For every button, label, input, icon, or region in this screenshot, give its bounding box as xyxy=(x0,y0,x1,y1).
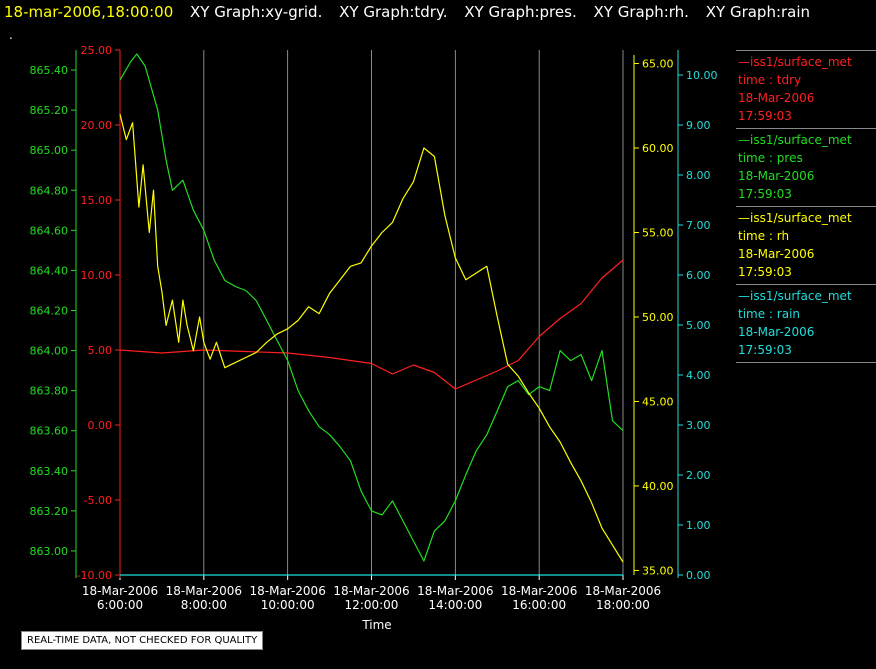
legend-series-label: —iss1/surface_met xyxy=(738,211,852,225)
x-axis-label: Time xyxy=(361,618,391,632)
x-tick-label: 16:00:00 xyxy=(512,598,566,612)
x-tick-label: 18:00:00 xyxy=(596,598,650,612)
y-tick-label-pres: 863.80 xyxy=(30,385,69,398)
y-tick-label-rain: 0.00 xyxy=(686,569,711,582)
y-tick-label-pres: 864.80 xyxy=(30,184,69,197)
y-tick-label-tdry: 0.00 xyxy=(88,419,113,432)
y-tick-label-rh: 65.00 xyxy=(642,58,674,71)
y-tick-label-tdry: 15.00 xyxy=(81,194,113,207)
y-tick-label-tdry: 5.00 xyxy=(88,344,113,357)
plot-title-xy-grid: XY Graph:xy-grid. xyxy=(190,3,323,21)
y-tick-label-pres: 863.20 xyxy=(30,505,69,518)
marker-dot: . xyxy=(9,28,13,42)
y-tick-label-rain: 2.00 xyxy=(686,469,711,482)
legend-series-label: —iss1/surface_met xyxy=(738,55,852,69)
legend-entry-pres: —iss1/surface_met time : pres 18-Mar-200… xyxy=(736,128,876,206)
y-tick-label-rh: 35.00 xyxy=(642,564,674,577)
title-bar: 18-mar-2006,18:00:00 XY Graph:xy-grid. X… xyxy=(4,3,822,25)
legend-date: 18-Mar-2006 xyxy=(738,325,815,339)
y-tick-label-rh: 45.00 xyxy=(642,395,674,408)
y-tick-label-pres: 864.20 xyxy=(30,304,69,317)
y-tick-label-rain: 9.00 xyxy=(686,119,711,132)
legend-time: 17:59:03 xyxy=(738,265,792,279)
legend-entry-tdry: —iss1/surface_met time : tdry 18-Mar-200… xyxy=(736,50,876,128)
y-tick-label-tdry: 25.00 xyxy=(81,44,113,57)
x-tick-label: 12:00:00 xyxy=(345,598,399,612)
x-tick-label: 18-Mar-2006 xyxy=(585,584,661,598)
legend-date: 18-Mar-2006 xyxy=(738,247,815,261)
y-tick-label-tdry: -10.00 xyxy=(77,569,112,582)
y-tick-label-rh: 50.00 xyxy=(642,311,674,324)
y-tick-label-pres: 865.20 xyxy=(30,104,69,117)
legend-date: 18-Mar-2006 xyxy=(738,169,815,183)
legend-desc: time : pres xyxy=(738,151,803,165)
x-tick-label: 6:00:00 xyxy=(97,598,143,612)
plot-title-tdry: XY Graph:tdry. xyxy=(339,3,448,21)
x-tick-label: 18-Mar-2006 xyxy=(333,584,409,598)
legend-date: 18-Mar-2006 xyxy=(738,91,815,105)
legend: —iss1/surface_met time : tdry 18-Mar-200… xyxy=(736,50,876,363)
x-tick-label: 18-Mar-2006 xyxy=(417,584,493,598)
legend-desc: time : rain xyxy=(738,307,801,321)
legend-desc: time : rh xyxy=(738,229,790,243)
series-line-pres xyxy=(119,53,624,562)
y-tick-label-pres: 865.00 xyxy=(30,144,69,157)
plot-title-rain: XY Graph:rain xyxy=(705,3,811,21)
x-tick-label: 8:00:00 xyxy=(181,598,227,612)
series-line-tdry xyxy=(119,259,624,390)
y-tick-label-pres: 864.60 xyxy=(30,224,69,237)
y-tick-label-pres: 864.40 xyxy=(30,264,69,277)
y-tick-label-rain: 8.00 xyxy=(686,169,711,182)
quality-notice: REAL-TIME DATA, NOT CHECKED FOR QUALITY xyxy=(21,631,264,650)
y-tick-label-tdry: 10.00 xyxy=(81,269,113,282)
y-tick-label-tdry: 20.00 xyxy=(81,119,113,132)
x-tick-label: 18-Mar-2006 xyxy=(82,584,158,598)
y-tick-label-pres: 865.40 xyxy=(30,64,69,77)
legend-entry-rh: —iss1/surface_met time : rh 18-Mar-2006 … xyxy=(736,206,876,284)
y-tick-label-rain: 10.00 xyxy=(686,69,718,82)
y-tick-label-rain: 1.00 xyxy=(686,519,711,532)
legend-desc: time : tdry xyxy=(738,73,802,87)
series-line-rh xyxy=(119,114,624,563)
x-tick-label: 18-Mar-2006 xyxy=(501,584,577,598)
legend-entry-rain: —iss1/surface_met time : rain 18-Mar-200… xyxy=(736,284,876,363)
y-tick-label-tdry: -5.00 xyxy=(84,494,112,507)
y-tick-label-rh: 60.00 xyxy=(642,142,674,155)
y-tick-label-rh: 40.00 xyxy=(642,480,674,493)
legend-series-label: —iss1/surface_met xyxy=(738,289,852,303)
x-tick-label: 10:00:00 xyxy=(261,598,315,612)
x-tick-label: 18-Mar-2006 xyxy=(166,584,242,598)
legend-series-label: —iss1/surface_met xyxy=(738,133,852,147)
plot-title-pres: XY Graph:pres. xyxy=(464,3,577,21)
y-tick-label-pres: 863.40 xyxy=(30,465,69,478)
timestamp-title: 18-mar-2006,18:00:00 xyxy=(4,3,174,21)
x-tick-label: 18-Mar-2006 xyxy=(249,584,325,598)
y-tick-label-rain: 6.00 xyxy=(686,269,711,282)
y-tick-label-rain: 5.00 xyxy=(686,319,711,332)
legend-time: 17:59:03 xyxy=(738,187,792,201)
legend-time: 17:59:03 xyxy=(738,109,792,123)
y-tick-label-rain: 7.00 xyxy=(686,219,711,232)
y-tick-label-rh: 55.00 xyxy=(642,226,674,239)
y-tick-label-pres: 863.60 xyxy=(30,425,69,438)
x-tick-label: 14:00:00 xyxy=(428,598,482,612)
y-tick-label-rain: 4.00 xyxy=(686,369,711,382)
y-tick-label-pres: 863.00 xyxy=(30,545,69,558)
plot-title-rh: XY Graph:rh. xyxy=(593,3,689,21)
y-tick-label-pres: 864.00 xyxy=(30,345,69,358)
legend-time: 17:59:03 xyxy=(738,343,792,357)
y-tick-label-rain: 3.00 xyxy=(686,419,711,432)
